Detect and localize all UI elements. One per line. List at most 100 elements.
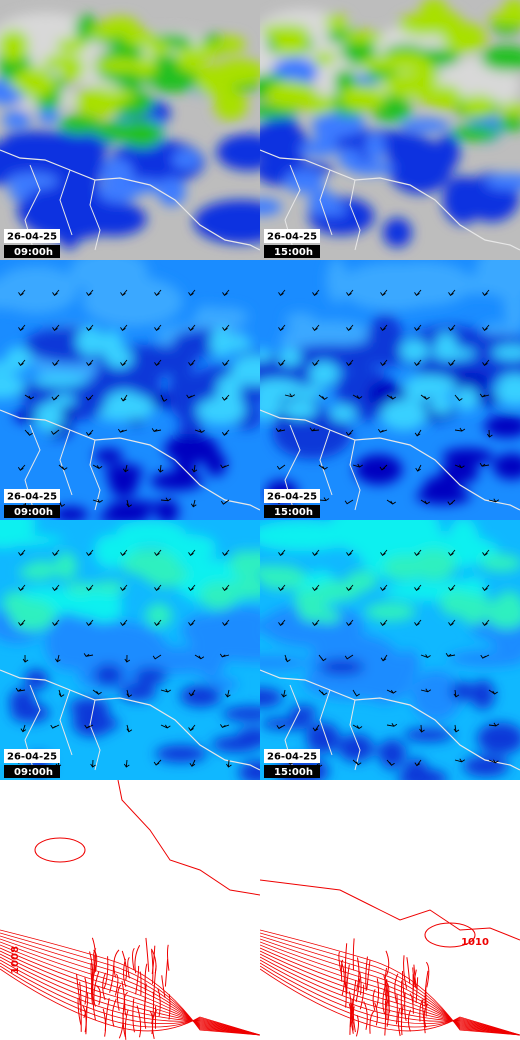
field-blob <box>477 722 520 755</box>
isobar <box>136 1005 142 1038</box>
wind-arrow <box>188 289 196 296</box>
wind-arrow <box>194 429 205 433</box>
field-blob <box>132 56 157 77</box>
field-blob <box>365 602 416 622</box>
isobar <box>82 1005 87 1035</box>
wind-arrow <box>58 689 65 698</box>
field-blob <box>32 374 88 387</box>
field-blob <box>58 219 80 250</box>
date-box <box>4 749 60 763</box>
isobar <box>109 966 114 993</box>
wind-arrow <box>379 464 388 471</box>
field-blob <box>411 548 457 581</box>
wind-arrow <box>482 549 490 556</box>
isobar <box>111 998 117 1027</box>
wind-arrow <box>24 394 35 400</box>
isobar <box>346 964 350 995</box>
isobar <box>344 943 348 974</box>
wind-arrow <box>152 654 162 660</box>
isobar <box>150 948 157 974</box>
wind-arrow <box>188 549 196 556</box>
date-label: 26-04-25 <box>7 752 57 763</box>
isobar <box>359 984 365 1010</box>
isobar <box>386 991 390 1027</box>
wind-arrow <box>284 654 291 663</box>
isobar <box>425 961 430 988</box>
field-blob <box>192 64 232 78</box>
map-panel: 26-04-25 15:00h <box>260 260 520 520</box>
field-blob <box>260 349 273 362</box>
wind-arrow <box>160 497 172 502</box>
isobar <box>113 949 120 978</box>
time-label: 09:00h <box>14 247 53 258</box>
field-blob <box>101 16 140 35</box>
field-blob <box>2 110 31 129</box>
isobar <box>404 992 407 1021</box>
field-blob <box>479 554 520 572</box>
isobar <box>143 996 147 1029</box>
wind-arrow <box>479 462 490 467</box>
wind-arrow <box>86 429 94 436</box>
wind-arrow <box>92 689 102 695</box>
field-blob <box>94 534 126 569</box>
isobar <box>423 1003 429 1028</box>
wind-arrow <box>18 359 26 366</box>
wind-arrow <box>346 359 354 366</box>
field-blob <box>164 434 219 464</box>
field-blob <box>477 390 501 407</box>
wind-arrow <box>160 724 171 729</box>
isobar <box>93 971 100 1007</box>
wind-arrow <box>448 549 456 556</box>
wind-arrow <box>188 324 196 331</box>
wind-arrow <box>222 549 230 556</box>
isobar <box>0 938 260 1036</box>
wind-arrow <box>386 759 395 766</box>
isobar <box>260 879 520 941</box>
wind-arrow <box>448 324 456 331</box>
field-blob <box>236 727 260 747</box>
field-blob <box>376 742 407 761</box>
wind-arrow <box>160 688 171 693</box>
isobar <box>151 950 154 984</box>
isobar <box>0 941 260 1036</box>
wind-arrow <box>186 394 196 399</box>
isobar <box>102 972 106 1001</box>
field-blob <box>364 133 386 161</box>
isobar <box>409 993 414 1014</box>
isobar <box>403 955 408 989</box>
field-blob <box>397 649 420 682</box>
time-label: 09:00h <box>14 767 53 778</box>
isobar <box>0 962 260 1036</box>
field-blob <box>155 745 207 763</box>
isobar <box>369 1010 375 1034</box>
field-blob <box>314 125 338 148</box>
time-label: 15:00h <box>274 507 313 518</box>
wind-arrow <box>380 619 388 626</box>
wind-arrow <box>188 689 196 697</box>
wind-arrow <box>454 464 465 469</box>
isobar <box>102 1008 107 1037</box>
wind-arrow <box>420 394 430 400</box>
field-blob <box>145 603 172 628</box>
wind-arrow <box>276 464 286 470</box>
coastline <box>0 149 260 251</box>
wind-arrow <box>312 289 320 296</box>
wind-arrow <box>122 464 129 473</box>
wind-arrow <box>419 724 425 733</box>
wind-arrow <box>352 724 363 730</box>
wind-arrow <box>352 463 363 468</box>
field-blob <box>55 552 78 580</box>
wind-arrow <box>448 289 456 296</box>
wind-arrow <box>18 324 26 331</box>
field-blob <box>101 158 134 189</box>
field-blob <box>380 52 428 72</box>
field-blob <box>438 11 463 41</box>
field-blob <box>134 667 168 685</box>
field-blob <box>273 26 309 57</box>
map-panel: 1008 <box>0 780 260 1040</box>
field-blob <box>504 278 520 334</box>
wind-arrow <box>414 359 422 366</box>
wind-arrow <box>222 359 230 366</box>
river <box>319 689 333 756</box>
wind-arrow <box>345 429 354 436</box>
